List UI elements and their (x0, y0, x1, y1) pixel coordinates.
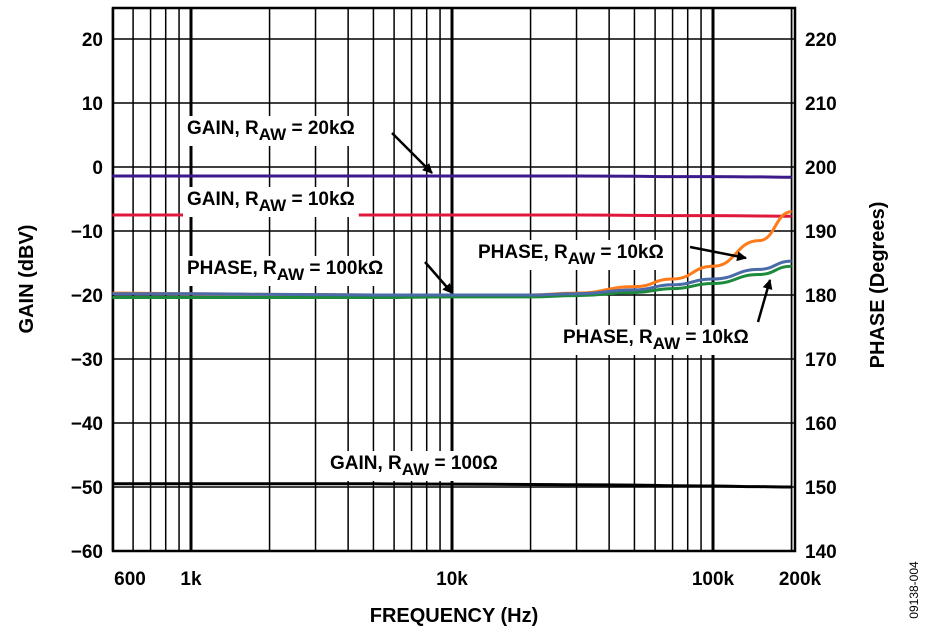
annotation-arrow (424, 261, 453, 294)
annotation-subscript: AW (259, 125, 287, 144)
x-axis-label: FREQUENCY (Hz) (370, 605, 539, 627)
annotation-subscript: AW (277, 265, 305, 284)
y-tick-label: −30 (71, 350, 103, 371)
y-tick-label: 20 (82, 30, 103, 51)
annotation-bg (183, 116, 359, 146)
annotation-subscript: AW (259, 196, 287, 215)
annotation-suffix: = 100kΩ (304, 258, 383, 279)
series-line-4 (112, 259, 792, 297)
y-tick-label: −50 (71, 478, 103, 499)
annotation-suffix: = 20kΩ (286, 118, 355, 139)
annotation-phase10kB: PHASE, RAW = 10kΩ (563, 327, 749, 353)
annotation-bg (474, 240, 668, 270)
annotation-prefix: PHASE, R (478, 242, 568, 263)
annotation-gain100: GAIN, RAW = 100Ω (330, 453, 498, 479)
annotation-bg (183, 256, 388, 286)
annotation-bg (326, 451, 502, 481)
annotation-prefix: GAIN, R (330, 453, 402, 474)
x-tick-label: 200k (779, 569, 822, 590)
tick-labels: 20 10 0 −10 −20 −30 −40 −50 −60 220 210 200 190 180 17… (71, 30, 837, 590)
y2-tick-label: 220 (805, 30, 837, 51)
y2-tick-label: 200 (805, 158, 837, 179)
y2-tick-label: 140 (805, 542, 837, 563)
y2-tick-label: 180 (805, 286, 837, 307)
y-tick-label: 10 (82, 94, 103, 115)
annotation-gain10k: GAIN, RAW = 10kΩ (187, 189, 355, 215)
annotation-phase100k: PHASE, RAW = 100kΩ (187, 258, 383, 284)
annotation-subscript: AW (568, 249, 596, 268)
annotation-arrow (689, 245, 747, 262)
series-line-2 (112, 482, 792, 489)
y2-tick-label: 150 (805, 478, 837, 499)
plot-frame (111, 6, 797, 553)
x-tick-label: 10k (436, 569, 468, 590)
annotation-bg (559, 325, 753, 355)
x-tick-label: 1k (180, 569, 202, 590)
series-line-5 (112, 264, 792, 300)
figure-id: 09138-004 (907, 561, 921, 619)
y-tick-label: −10 (71, 222, 103, 243)
annotation-arrow (391, 132, 433, 174)
annotation-arrow (756, 279, 773, 323)
x-tick-label: 600 (114, 569, 146, 590)
annotation-bg (183, 187, 359, 217)
annotation-phase10kA: PHASE, RAW = 10kΩ (478, 242, 664, 268)
y-tick-label: −40 (71, 414, 103, 435)
annotation-suffix: = 10kΩ (680, 327, 749, 348)
annotation-subscript: AW (653, 334, 681, 353)
x-tick-label: 100k (692, 569, 735, 590)
y2-tick-label: 190 (805, 222, 837, 243)
annotation-gain20k: GAIN, RAW = 20kΩ (187, 118, 355, 144)
y2-tick-label: 210 (805, 94, 837, 115)
annotation-suffix: = 10kΩ (595, 242, 664, 263)
annotation-prefix: PHASE, R (187, 258, 277, 279)
y-tick-label: −60 (71, 542, 103, 563)
y2-tick-label: 170 (805, 350, 837, 371)
y2-tick-label: 160 (805, 414, 837, 435)
y2-axis-label: PHASE (Degrees) (867, 202, 889, 369)
annotation-prefix: GAIN, R (187, 118, 259, 139)
series-line-0 (112, 174, 792, 179)
annotation-suffix: = 100Ω (429, 453, 498, 474)
annotation-prefix: GAIN, R (187, 189, 259, 210)
annotation-prefix: PHASE, R (563, 327, 653, 348)
annotation-subscript: AW (402, 460, 430, 479)
y-axis-label: GAIN (dBV) (16, 225, 38, 334)
y-tick-label: −20 (71, 286, 103, 307)
annotation-suffix: = 10kΩ (286, 189, 355, 210)
y-tick-label: 0 (92, 158, 103, 179)
